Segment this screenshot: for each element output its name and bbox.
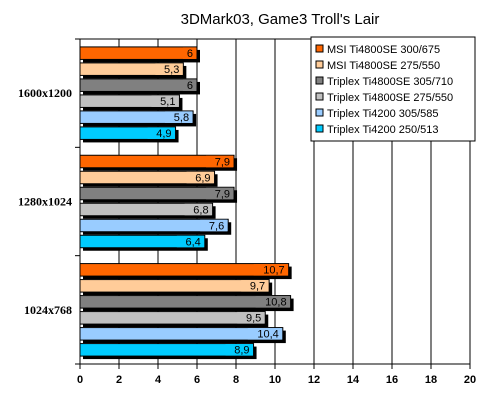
data-label-bg [184,203,212,216]
x-tick-label: 8 [233,374,239,386]
data-label: 6 [187,80,193,92]
data-label-bg [155,63,183,75]
legend-swatch [315,60,324,69]
x-tick-label: 10 [269,374,281,386]
data-label: 9,7 [250,281,265,293]
x-tick-label: 6 [194,374,200,386]
data-label-bg [151,95,179,107]
data-label-bg [165,111,193,123]
data-label: 6,9 [195,172,210,184]
data-label: 8,9 [234,345,249,357]
legend-swatch [315,44,324,53]
category-label: 1600x1200 [18,86,72,100]
data-label-bg [147,127,175,139]
legend-swatch [315,92,324,101]
legend-box [310,36,476,142]
x-tick-label: 16 [386,374,398,386]
x-tick-label: 18 [425,374,437,386]
data-label-bg [225,344,253,356]
data-label: 6 [187,48,193,60]
data-label-bg [253,264,288,276]
data-label: 9,5 [246,313,261,325]
legend-label: Triplex Ti4800SE 305/710 [327,76,453,88]
bar [79,78,198,92]
legend-swatch [315,108,324,117]
x-tick-label: 2 [116,374,122,386]
data-label-bg [186,171,214,184]
legend-swatch [315,76,324,85]
data-label-bg [200,219,228,232]
data-label: 7,9 [215,156,230,168]
plot-frame [79,38,471,365]
data-label: 5,3 [164,64,179,76]
data-label: 6,4 [186,236,201,248]
data-label-bg [237,312,265,324]
x-tick-label: 20 [464,374,476,386]
data-label-bg [255,296,290,308]
x-tick-label: 4 [155,374,162,386]
data-label-bg [206,155,234,168]
legend-label: Triplex Ti4800SE 275/550 [327,92,453,104]
bar [79,46,198,60]
data-label: 4,9 [156,128,171,140]
data-label: 6,8 [193,204,208,216]
legend-label: Triplex Ti4200 250/513 [327,124,439,136]
data-label-bg [183,79,196,91]
x-tick-label: 14 [347,374,360,386]
legend-label: Triplex Ti4200 305/585 [327,108,439,120]
legend-label: MSI Ti4800SE 275/550 [327,60,440,72]
chart-title: 3DMark03, Game3 Troll's Lair [181,11,380,28]
data-label: 10,7 [263,265,284,277]
data-label: 5,1 [160,96,175,108]
legend-label: MSI Ti4800SE 300/675 [327,44,440,56]
legend-swatch [315,124,324,133]
x-tick-label: 0 [77,374,83,386]
category-label: 1024x768 [24,303,72,317]
data-label: 10,4 [257,329,278,341]
data-label: 7,6 [209,220,224,232]
data-label: 10,8 [265,297,286,309]
x-tick-label: 12 [308,374,320,386]
data-label-bg [241,280,269,292]
data-label-bg [247,328,282,340]
data-label-bg [183,47,196,59]
category-label: 1280x1024 [18,195,72,209]
data-label-bg [206,187,234,200]
data-label: 7,9 [215,188,230,200]
bar [79,279,270,293]
data-label: 5,8 [174,112,189,124]
data-label-bg [176,235,204,248]
